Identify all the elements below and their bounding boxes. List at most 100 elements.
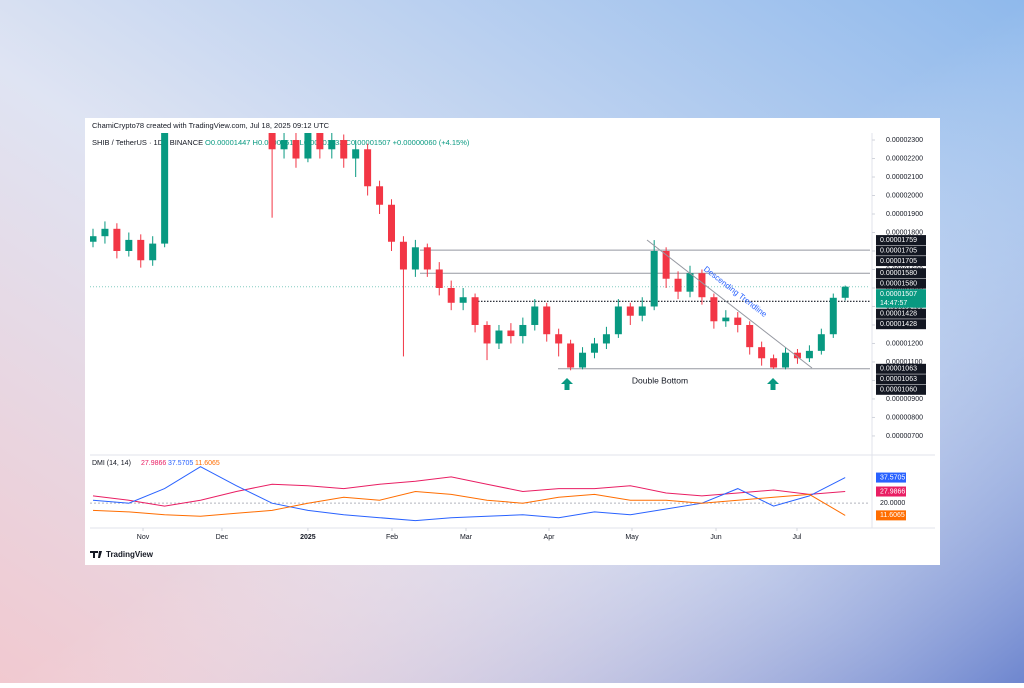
candle-body bbox=[817, 334, 825, 351]
x-tick-label: May bbox=[625, 534, 639, 541]
candle-body bbox=[292, 140, 300, 159]
arrow-up bbox=[767, 378, 779, 390]
double-bottom-label: Double Bottom bbox=[632, 375, 688, 385]
x-tick-label: Feb bbox=[386, 534, 398, 541]
candle-body bbox=[280, 140, 288, 150]
candle-body bbox=[340, 140, 348, 159]
candle-body bbox=[388, 204, 395, 242]
candle-body bbox=[328, 140, 336, 150]
y-tick-label: 0.00001200 bbox=[886, 340, 923, 347]
candle-body bbox=[411, 247, 419, 270]
candle-body bbox=[113, 228, 121, 251]
dmi-line bbox=[92, 490, 846, 517]
candle-body bbox=[161, 133, 169, 244]
candle-body bbox=[495, 330, 503, 344]
candle-body bbox=[841, 286, 849, 298]
price-label-box bbox=[876, 374, 926, 385]
price-label-box bbox=[876, 384, 926, 395]
candle-body bbox=[650, 250, 658, 307]
y-tick-label: 0.00002200 bbox=[886, 155, 923, 162]
candle-body bbox=[137, 239, 145, 261]
y-tick-label: 0.00001800 bbox=[886, 229, 923, 236]
price-label: 0.00001063 bbox=[880, 376, 917, 383]
y-tick-label: 0.00001100 bbox=[886, 359, 923, 366]
x-tick-label: Jun bbox=[710, 534, 721, 541]
x-tick-label: 2025 bbox=[300, 534, 316, 541]
candle-body bbox=[590, 343, 598, 353]
candle-body bbox=[423, 247, 431, 270]
x-tick-label: Jul bbox=[793, 534, 802, 541]
trendline bbox=[646, 239, 813, 369]
candle-body bbox=[352, 149, 360, 159]
arrow-up bbox=[561, 378, 573, 390]
price-label: 0.00001759 bbox=[880, 237, 917, 244]
candle-body bbox=[686, 273, 694, 292]
x-tick-label: Apr bbox=[544, 534, 556, 541]
candle-body bbox=[376, 186, 384, 205]
candle-body bbox=[399, 241, 407, 270]
dmi-pane bbox=[90, 466, 870, 522]
price-label-box bbox=[876, 278, 926, 289]
y-tick-label: 0.00001900 bbox=[886, 211, 923, 218]
candle-body bbox=[793, 352, 801, 359]
candle-body bbox=[614, 306, 622, 335]
dmi-legend-value: 37.5705 bbox=[168, 460, 193, 467]
x-tick-label: Nov bbox=[137, 534, 150, 541]
x-tick-label: Dec bbox=[216, 534, 229, 541]
price-label: 0.00001580 bbox=[880, 270, 917, 277]
candle-body bbox=[734, 317, 742, 325]
dmi-label-box bbox=[876, 486, 906, 497]
candle-body bbox=[555, 334, 563, 344]
candle-body bbox=[638, 306, 646, 316]
dmi-line bbox=[92, 466, 846, 522]
candle-body bbox=[770, 358, 778, 368]
countdown: 14:47:57 bbox=[880, 300, 907, 307]
candle-body bbox=[829, 297, 837, 335]
price-label-box bbox=[876, 308, 926, 319]
candle-body bbox=[543, 306, 551, 335]
candle-body bbox=[782, 352, 790, 368]
candle-body bbox=[507, 330, 515, 337]
countdown-box bbox=[876, 298, 926, 308]
price-label-box bbox=[876, 235, 926, 246]
price-label-box bbox=[876, 245, 926, 256]
dmi-label: 27.9866 bbox=[880, 488, 905, 495]
candle-body bbox=[90, 236, 97, 242]
candle-body bbox=[125, 239, 133, 251]
chart-card bbox=[85, 118, 940, 565]
price-label-box bbox=[876, 289, 926, 300]
tv-logo bbox=[90, 551, 102, 558]
brand: TradingView bbox=[106, 550, 154, 559]
candle-body bbox=[447, 287, 455, 303]
candle-body bbox=[579, 352, 587, 368]
candle-body bbox=[722, 317, 730, 322]
price-label: 0.00001063 bbox=[880, 366, 917, 373]
candle-body bbox=[626, 306, 634, 316]
x-tick-label: Mar bbox=[460, 534, 473, 541]
price-label: 0.00001428 bbox=[880, 311, 917, 318]
y-tick-label: 0.00002300 bbox=[886, 137, 923, 144]
overlay: 0.00002300 0.00002200 0.00002100 0.00002000… bbox=[92, 137, 926, 541]
candle-body bbox=[746, 324, 754, 348]
candle-body bbox=[758, 347, 766, 359]
symbol: SHIB / TetherUS · 1D · BINANCE bbox=[92, 138, 203, 147]
dmi-label-box bbox=[876, 472, 906, 483]
price-label: 0.00001060 bbox=[880, 387, 917, 394]
y-tick-label: 0.00002000 bbox=[886, 192, 923, 199]
candle-body bbox=[101, 228, 109, 237]
dmi-title: DMI (14, 14) bbox=[92, 460, 131, 467]
dmi-label: 11.6065 bbox=[880, 512, 905, 519]
price-label: 0.00001705 bbox=[880, 247, 917, 254]
candle-body bbox=[674, 278, 682, 292]
price-label-box bbox=[876, 256, 926, 267]
dmi-label-box bbox=[876, 510, 906, 521]
candle-body bbox=[602, 334, 610, 344]
candle-body bbox=[698, 273, 706, 298]
candle-body bbox=[364, 149, 372, 187]
y-tick-label: 0.00000900 bbox=[886, 396, 923, 403]
dmi-legend-value: 27.9866 bbox=[141, 460, 166, 467]
candle-body bbox=[531, 306, 539, 325]
candle-body bbox=[483, 324, 491, 344]
price-label: 0.00001428 bbox=[880, 321, 917, 328]
